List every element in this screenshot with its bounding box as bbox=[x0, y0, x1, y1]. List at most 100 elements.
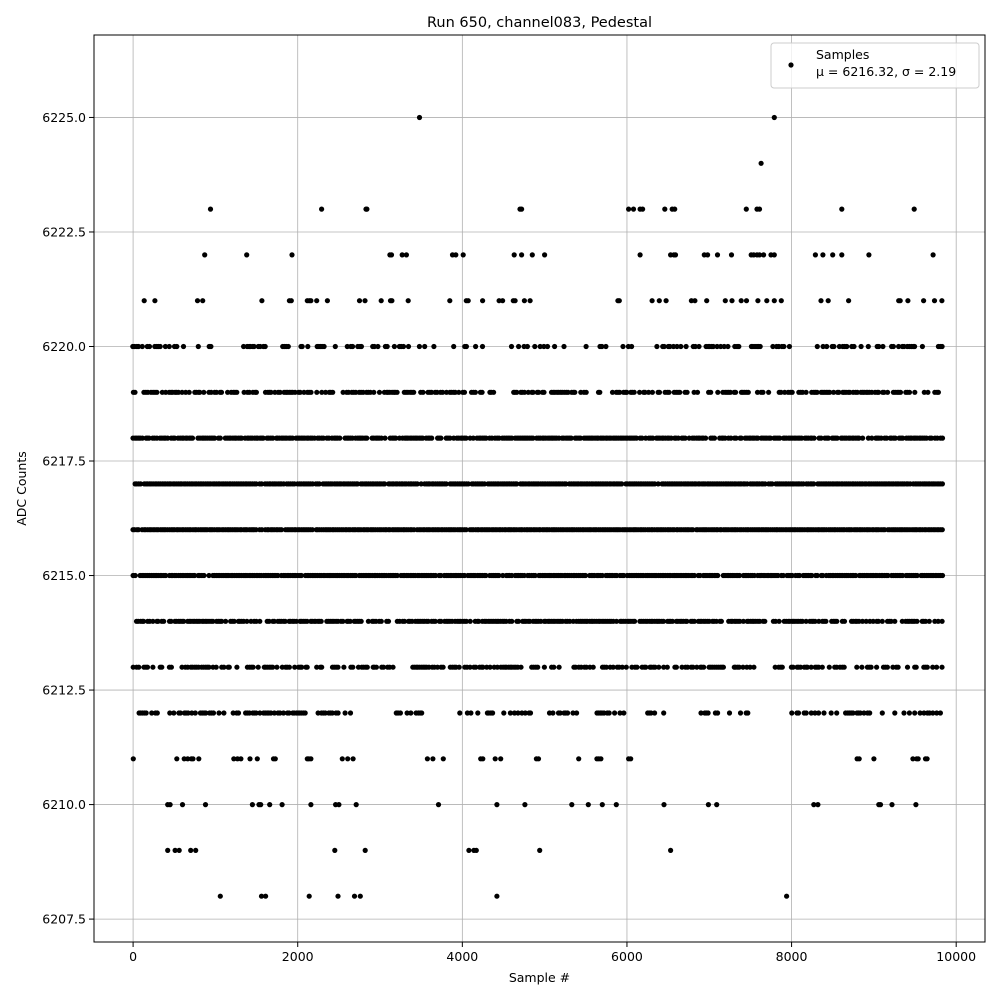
data-point bbox=[136, 664, 142, 670]
data-point bbox=[577, 435, 584, 441]
data-point bbox=[574, 710, 580, 716]
data-point bbox=[202, 802, 209, 808]
data-point bbox=[620, 343, 626, 350]
data-point bbox=[808, 664, 814, 670]
data-point bbox=[479, 343, 486, 350]
data-point bbox=[910, 756, 916, 762]
data-point bbox=[394, 572, 400, 579]
data-point bbox=[299, 664, 305, 670]
data-point bbox=[181, 618, 187, 624]
data-point bbox=[339, 756, 345, 762]
data-point bbox=[661, 343, 667, 350]
data-point bbox=[736, 572, 743, 579]
y-tick-label: 6222.5 bbox=[42, 224, 86, 239]
data-point bbox=[253, 389, 259, 395]
data-point bbox=[939, 343, 945, 350]
data-point bbox=[668, 847, 674, 854]
x-tick-label: 4000 bbox=[446, 949, 478, 964]
data-point bbox=[277, 389, 283, 395]
data-point bbox=[770, 343, 776, 350]
data-point bbox=[476, 618, 482, 624]
data-point bbox=[424, 756, 430, 762]
data-point bbox=[342, 710, 348, 716]
data-point bbox=[185, 756, 191, 762]
x-tick-label: 0 bbox=[129, 949, 137, 964]
data-point bbox=[780, 572, 786, 579]
data-point bbox=[463, 527, 469, 533]
data-point bbox=[926, 618, 932, 624]
data-point bbox=[860, 435, 866, 441]
data-point bbox=[257, 618, 263, 624]
data-point bbox=[917, 710, 923, 716]
data-point bbox=[839, 252, 845, 258]
data-point bbox=[378, 298, 384, 304]
data-point bbox=[599, 572, 605, 579]
data-point bbox=[728, 252, 735, 258]
data-point bbox=[725, 343, 731, 350]
data-point bbox=[416, 343, 422, 350]
data-point bbox=[231, 618, 237, 624]
data-point bbox=[935, 618, 941, 624]
data-point bbox=[714, 343, 720, 350]
data-point bbox=[332, 343, 338, 350]
data-point bbox=[401, 618, 408, 624]
data-point bbox=[188, 847, 194, 854]
data-point bbox=[376, 389, 383, 395]
data-point bbox=[913, 802, 919, 808]
data-point bbox=[179, 389, 185, 395]
data-point bbox=[358, 618, 364, 624]
data-point bbox=[912, 710, 918, 716]
data-point bbox=[798, 664, 804, 670]
data-point bbox=[434, 664, 441, 670]
data-point bbox=[816, 664, 822, 670]
data-point bbox=[529, 252, 535, 258]
data-point bbox=[308, 298, 314, 304]
data-point bbox=[266, 618, 272, 624]
data-point bbox=[250, 664, 256, 670]
data-point bbox=[772, 618, 779, 624]
data-point bbox=[411, 389, 417, 395]
data-point bbox=[457, 710, 463, 716]
data-point bbox=[212, 435, 218, 441]
data-point bbox=[270, 664, 276, 670]
data-point bbox=[911, 206, 917, 212]
data-point bbox=[388, 252, 395, 258]
data-point bbox=[465, 298, 471, 304]
data-point bbox=[192, 710, 198, 716]
data-point bbox=[715, 710, 721, 716]
data-point bbox=[816, 618, 822, 624]
data-point bbox=[299, 343, 305, 350]
data-point bbox=[168, 664, 174, 670]
data-point bbox=[358, 343, 364, 350]
data-point bbox=[268, 389, 274, 395]
data-point bbox=[569, 802, 575, 808]
data-point bbox=[432, 618, 438, 624]
data-point bbox=[217, 435, 223, 441]
data-point bbox=[472, 389, 478, 395]
data-point bbox=[152, 298, 158, 304]
data-point bbox=[556, 664, 562, 670]
data-point bbox=[762, 618, 768, 624]
data-point bbox=[727, 389, 734, 395]
data-point bbox=[249, 802, 255, 808]
data-point bbox=[834, 435, 840, 441]
data-point bbox=[157, 343, 163, 350]
data-point bbox=[350, 664, 356, 670]
data-point bbox=[914, 618, 920, 624]
data-point bbox=[527, 298, 533, 304]
data-point bbox=[422, 343, 428, 350]
data-point bbox=[867, 710, 873, 716]
data-point bbox=[649, 298, 655, 304]
data-point bbox=[440, 664, 446, 670]
data-point bbox=[364, 206, 370, 212]
data-point bbox=[939, 664, 945, 670]
data-point bbox=[888, 618, 894, 624]
data-point bbox=[309, 527, 315, 533]
data-point bbox=[871, 756, 877, 762]
legend-stats: μ = 6216.32, σ = 2.19 bbox=[816, 64, 956, 79]
data-point bbox=[738, 435, 744, 441]
data-point bbox=[868, 664, 874, 670]
data-point bbox=[468, 710, 474, 716]
data-point bbox=[814, 389, 820, 395]
data-point bbox=[308, 756, 314, 762]
